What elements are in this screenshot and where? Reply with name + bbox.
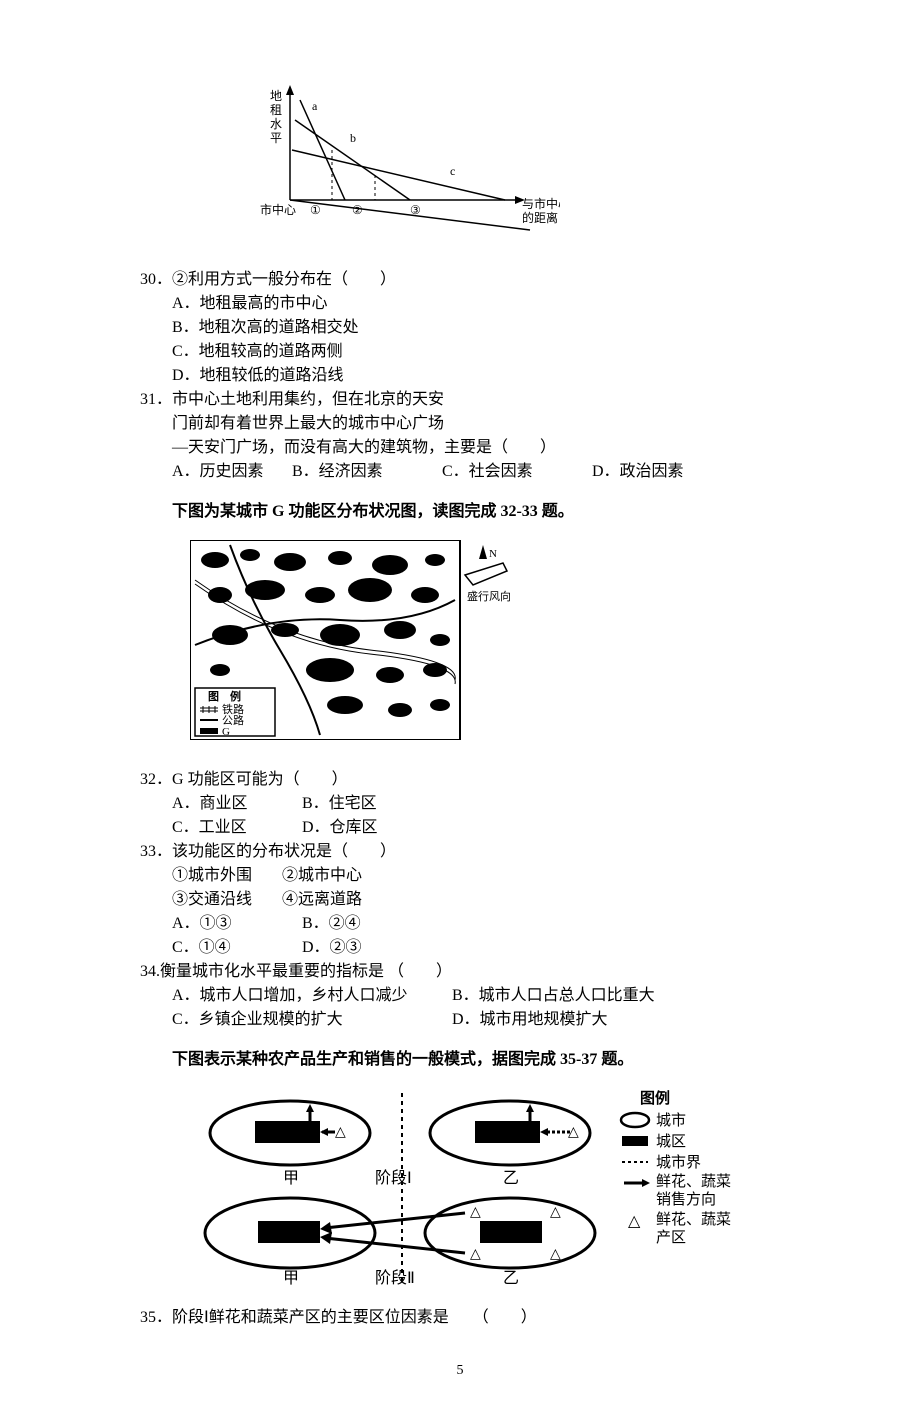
q31-opt-c: C．社会因素: [442, 460, 592, 484]
svg-text:△: △: [550, 1205, 561, 1220]
stage2-label: 阶段Ⅱ: [375, 1269, 415, 1287]
q30-opt-d: D．地租较低的道路沿线: [140, 364, 780, 388]
q30-opt-b: B．地租次高的道路相交处: [140, 316, 780, 340]
question-34: 34.衡量城市化水平最重要的指标是 （ ） A．城市人口增加，乡村人口减少 B．…: [140, 960, 780, 1032]
svg-text:平: 平: [270, 131, 282, 145]
q30-opt-a: A．地租最高的市中心: [140, 292, 780, 316]
intro-32-33: 下图为某城市 G 功能区分布状况图，读图完成 32-33 题。: [140, 500, 780, 524]
q35-stem: 阶段Ⅰ鲜花和蔬菜产区的主要区位因素是 （ ）: [172, 1309, 537, 1326]
q31-number: 31．: [140, 391, 172, 408]
q31-opt-a: A．历史因素: [172, 460, 292, 484]
yi-label-1: 乙: [503, 1170, 519, 1187]
svg-text:的距离: 的距离: [522, 210, 558, 225]
compass-n: N: [489, 548, 497, 560]
q33-sub1: ①城市外围: [172, 864, 282, 888]
legend-g: G: [222, 726, 230, 738]
svg-text:租: 租: [270, 103, 282, 117]
jia-label-2: 甲: [283, 1270, 299, 1287]
q33-opt-b: B．②④: [302, 912, 361, 936]
q31-opt-d: D．政治因素: [592, 460, 712, 484]
q33-sub2: ②城市中心: [282, 864, 362, 888]
q30-opt-c: C．地租较高的道路两侧: [140, 340, 780, 364]
q34-stem: 衡量城市化水平最重要的指标是 （ ）: [160, 963, 452, 980]
q34-opt-d: D．城市用地规模扩大: [452, 1008, 608, 1032]
q31-stem1: 市中心土地利用集约，但在北京的天安: [172, 391, 444, 408]
rent-level-chart: 地 租 水 平 a b c ① ② ③ 市中心 与市中心 的距离: [240, 80, 780, 248]
q33-stem: 该功能区的分布状况是（ ）: [172, 843, 396, 860]
q33-opt-a: A．①③: [172, 912, 302, 936]
x-tick-1: ①: [310, 203, 321, 217]
question-30: 30．②利用方式一般分布在（ ） A．地租最高的市中心 B．地租次高的道路相交处…: [140, 268, 780, 388]
q31-stem2: 门前却有着世界上最大的城市中心广场: [140, 412, 780, 436]
svg-text:鲜花、蔬菜: 鲜花、蔬菜: [656, 1173, 731, 1190]
page-number: 5: [140, 1360, 780, 1381]
intro-35-37: 下图表示某种农产品生产和销售的一般模式，据图完成 35-37 题。: [140, 1048, 780, 1072]
q34-opt-b: B．城市人口占总人口比重大: [452, 984, 655, 1008]
q30-number: 30．: [140, 271, 172, 288]
svg-text:△: △: [470, 1205, 481, 1220]
y-label-1: 地: [270, 89, 282, 103]
svg-text:△: △: [628, 1213, 641, 1230]
series-b-label: b: [350, 131, 356, 145]
legend-boundary: 城市界: [656, 1154, 701, 1171]
legend-city-block: 城区: [656, 1133, 686, 1150]
legend-city-ring: 城市: [656, 1112, 686, 1129]
q33-opt-c: C．①④: [172, 936, 302, 960]
q33-sub4: ④远离道路: [282, 888, 362, 912]
svg-text:△: △: [568, 1125, 579, 1140]
q34-opt-c: C．乡镇企业规模的扩大: [172, 1008, 452, 1032]
production-sales-diagram: △ 甲 △ 乙 阶段Ⅰ 甲 △ △ △ △ 乙 阶段Ⅱ: [140, 1088, 780, 1296]
yi-label-2: 乙: [503, 1270, 519, 1287]
x-left-label: 市中心: [260, 202, 296, 217]
q32-opt-a: A．商业区: [172, 792, 302, 816]
svg-text:△: △: [550, 1247, 561, 1262]
q30-stem: ②利用方式一般分布在（ ）: [172, 271, 396, 288]
svg-text:△: △: [470, 1247, 481, 1262]
svg-text:水: 水: [270, 117, 282, 131]
q34-opt-a: A．城市人口增加，乡村人口减少: [172, 984, 452, 1008]
q32-opt-c: C．工业区: [172, 816, 302, 840]
q33-sub3: ③交通沿线: [172, 888, 282, 912]
svg-text:△: △: [335, 1125, 346, 1140]
q31-opt-b: B．经济因素: [292, 460, 442, 484]
q33-opt-d: D．②③: [302, 936, 362, 960]
q35-number: 35．: [140, 1309, 172, 1326]
svg-text:产区: 产区: [656, 1229, 686, 1246]
jia-label-1: 甲: [283, 1170, 299, 1187]
q34-number: 34.: [140, 963, 160, 980]
legend-title: 图 例: [208, 689, 241, 703]
question-35: 35．阶段Ⅰ鲜花和蔬菜产区的主要区位因素是 （ ）: [140, 1306, 780, 1330]
svg-text:鲜花、蔬菜: 鲜花、蔬菜: [656, 1211, 731, 1228]
question-32: 32．G 功能区可能为（ ） A．商业区 B．住宅区 C．工业区 D．仓库区: [140, 768, 780, 840]
q31-stem3: —天安门广场，而没有高大的建筑物，主要是（ ）: [140, 436, 780, 460]
series-a-label: a: [312, 99, 318, 113]
x-tick-2: ②: [352, 203, 363, 217]
series-c-label: c: [450, 164, 455, 178]
q33-number: 33．: [140, 843, 172, 860]
legend2-title: 图例: [640, 1089, 670, 1107]
question-31: 31．市中心土地利用集约，但在北京的天安 门前却有着世界上最大的城市中心广场 —…: [140, 388, 780, 484]
x-tick-3: ③: [410, 203, 421, 217]
question-33: 33．该功能区的分布状况是（ ） ①城市外围 ②城市中心 ③交通沿线 ④远离道路…: [140, 840, 780, 960]
q32-stem: G 功能区可能为（ ）: [172, 771, 348, 788]
wind-label: 盛行风向: [467, 589, 511, 603]
q32-opt-b: B．住宅区: [302, 792, 377, 816]
q32-opt-d: D．仓库区: [302, 816, 378, 840]
q32-number: 32．: [140, 771, 172, 788]
svg-text:销售方向: 销售方向: [656, 1191, 716, 1208]
city-g-map: 图 例 铁路 公路 G N 盛行风向: [190, 540, 780, 748]
svg-text:与市中心: 与市中心: [522, 196, 560, 211]
stage1-label: 阶段Ⅰ: [375, 1169, 412, 1187]
